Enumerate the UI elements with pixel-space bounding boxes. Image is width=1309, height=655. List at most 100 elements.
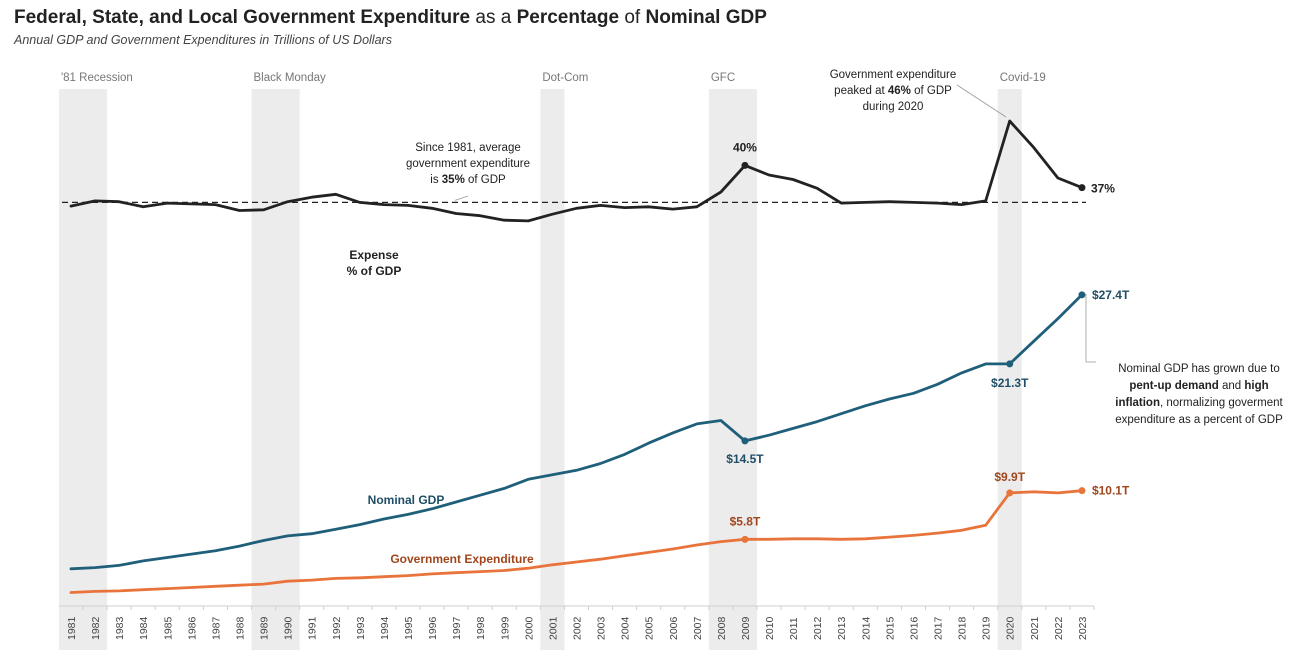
x-tick-label-1987: 1987 — [210, 616, 222, 640]
annotation-average-run: government expenditure — [406, 158, 530, 170]
x-tick-label-1986: 1986 — [186, 616, 198, 640]
x-tick-label-2000: 2000 — [523, 616, 535, 640]
x-tick-label-1996: 1996 — [427, 616, 439, 640]
series-line-expense_pct — [69, 119, 1084, 223]
x-tick-label-2010: 2010 — [764, 616, 776, 640]
annotation-average-run: of GDP — [465, 174, 506, 186]
title-part-3: of — [619, 7, 646, 28]
title-part-2: Percentage — [516, 7, 620, 28]
series-label-expense-line: Expense — [349, 248, 399, 262]
data-label-government_expenditure-2020: $9.9T — [994, 470, 1025, 484]
annotation-gdp-growth-run: high — [1244, 380, 1268, 392]
point-marker-expense_pct-2023 — [1078, 184, 1086, 192]
x-tick-label-1982: 1982 — [90, 616, 102, 640]
x-tick-label-1994: 1994 — [379, 616, 391, 640]
x-tick-label-2022: 2022 — [1053, 616, 1065, 640]
x-tick-label-2018: 2018 — [957, 616, 969, 640]
annotation-gdp-growth-run: inflation — [1115, 397, 1160, 409]
title-part-4: Nominal GDP — [645, 7, 767, 28]
annotation-gdp-growth-run: Nominal GDP has grown due to — [1118, 363, 1280, 375]
x-tick-label-2017: 2017 — [933, 616, 945, 640]
data-label-government_expenditure-2023: $10.1T — [1092, 484, 1130, 498]
data-label-expense_pct-2009: 40% — [733, 140, 757, 154]
x-tick-label-1985: 1985 — [162, 616, 174, 640]
x-tick-label-2008: 2008 — [716, 616, 728, 640]
point-marker-nominal_gdp-2020 — [1006, 360, 1014, 368]
x-tick-label-2005: 2005 — [644, 616, 656, 640]
x-tick-label-1983: 1983 — [114, 616, 126, 640]
x-tick-label-2021: 2021 — [1029, 616, 1041, 640]
point-marker-nominal_gdp-2009 — [741, 437, 749, 445]
point-marker-government_expenditure-2023 — [1078, 487, 1086, 495]
annotation-peak-run: 46% — [888, 85, 911, 97]
x-tick-label-2012: 2012 — [812, 616, 824, 640]
annotation-gdp-growth-run: , normalizing goverment — [1160, 397, 1284, 409]
annotation-average-leader — [454, 195, 469, 201]
series-label-government-expenditure: Government Expenditure — [390, 552, 534, 566]
x-tick-label-1990: 1990 — [283, 616, 295, 640]
x-tick-label-2003: 2003 — [596, 616, 608, 640]
annotation-peak: Government expenditure peaked at 46% of G… — [830, 69, 957, 113]
recession-band-3 — [708, 89, 757, 650]
annotation-gdp-growth-leader — [1085, 294, 1096, 363]
series-line-nominal_gdp — [69, 293, 1084, 571]
series-label-nominal-gdp: Nominal GDP — [368, 493, 445, 507]
annotation-average-run: is — [430, 174, 442, 186]
annotation-gdp-growth-run: and — [1219, 380, 1245, 392]
annotation-gdp-growth-run: pent-up demand — [1129, 380, 1218, 392]
point-marker-government_expenditure-2009 — [741, 535, 749, 543]
series-label-expense: Expense % of GDP — [347, 248, 402, 278]
point-marker-nominal_gdp-2023 — [1078, 291, 1086, 299]
annotation-average: Since 1981, average government expenditur… — [406, 142, 530, 186]
title-part-0: Federal, State, and Local Government Exp… — [14, 7, 471, 28]
x-tick-label-1998: 1998 — [475, 616, 487, 640]
series-label-expense-line: % of GDP — [347, 264, 402, 278]
x-tick-label-2014: 2014 — [860, 616, 872, 640]
recession-label-4: Covid-19 — [1000, 72, 1046, 84]
recession-band-0 — [58, 89, 108, 650]
x-tick-label-2007: 2007 — [692, 616, 704, 640]
annotation-average-run: 35% — [442, 174, 465, 186]
annotation-peak-run: Government expenditure — [830, 69, 957, 81]
x-tick-label-1989: 1989 — [259, 616, 271, 640]
x-tick-label-2004: 2004 — [620, 616, 632, 640]
x-tick-label-1988: 1988 — [234, 616, 246, 640]
x-tick-label-2020: 2020 — [1005, 616, 1017, 640]
recession-label-3: GFC — [711, 72, 735, 84]
data-label-nominal_gdp-2020: $21.3T — [991, 376, 1029, 390]
data-label-expense_pct-2023: 37% — [1091, 182, 1115, 196]
annotation-average-run: Since 1981, average — [415, 142, 521, 154]
x-tick-label-2015: 2015 — [884, 616, 896, 640]
point-marker-expense_pct-2009 — [741, 161, 749, 169]
x-tick-label-2001: 2001 — [547, 616, 559, 640]
title-part-1: as a — [470, 7, 517, 28]
annotation-peak-run: of GDP — [911, 85, 952, 97]
data-label-nominal_gdp-2009: $14.5T — [726, 452, 764, 466]
x-tick-label-2002: 2002 — [571, 616, 583, 640]
x-tick-label-1997: 1997 — [451, 616, 463, 640]
x-tick-label-1999: 1999 — [499, 616, 511, 640]
chart-title: Federal, State, and Local Government Exp… — [14, 7, 767, 29]
x-tick-label-1981: 1981 — [66, 616, 78, 640]
data-label-government_expenditure-2009: $5.8T — [730, 514, 761, 528]
recession-label-0: '81 Recession — [61, 72, 133, 84]
series-line-government_expenditure — [69, 489, 1084, 594]
recession-band-4 — [997, 89, 1022, 650]
x-tick-label-1993: 1993 — [355, 616, 367, 640]
chart-subtitle: Annual GDP and Government Expenditures i… — [14, 33, 392, 47]
x-tick-label-1995: 1995 — [403, 616, 415, 640]
x-tick-label-2006: 2006 — [668, 616, 680, 640]
x-tick-label-2011: 2011 — [788, 617, 800, 640]
x-tick-label-2009: 2009 — [740, 616, 752, 640]
annotation-gdp-growth-run: expenditure as a percent of GDP — [1115, 414, 1283, 426]
recession-band-2 — [540, 89, 565, 650]
recession-label-2: Dot-Com — [542, 72, 588, 84]
x-tick-label-1991: 1991 — [307, 616, 319, 640]
recession-band-1 — [251, 89, 300, 650]
annotation-peak-run: during 2020 — [863, 101, 924, 113]
x-tick-label-1992: 1992 — [331, 616, 343, 640]
x-tick-label-2023: 2023 — [1077, 616, 1089, 640]
x-tick-label-2013: 2013 — [836, 616, 848, 640]
annotation-peak-run: peaked at — [834, 85, 888, 97]
